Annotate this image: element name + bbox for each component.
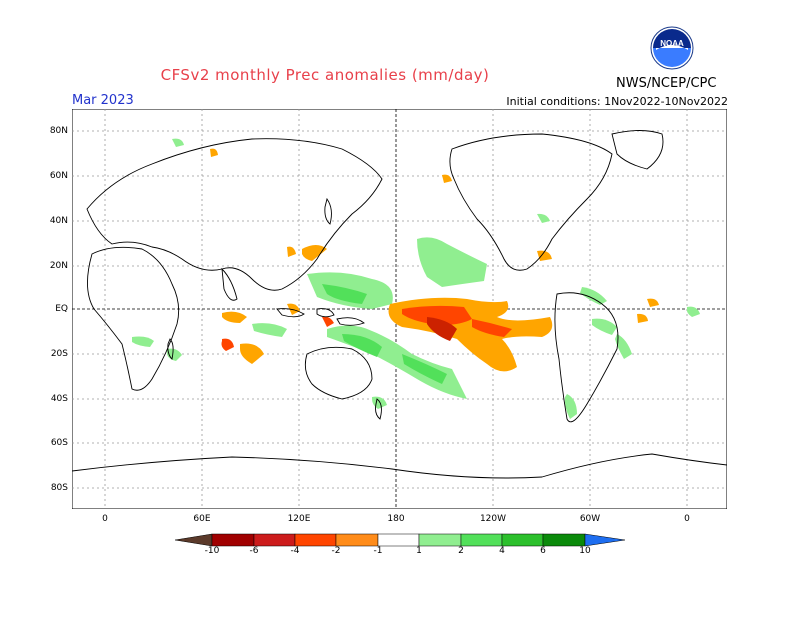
agency-label: NWS/NCEP/CPC (616, 76, 717, 91)
colorbar-label-10: 10 (579, 546, 591, 556)
lat-label-40s: 40S (50, 394, 68, 404)
lon-label-60e: 60E (193, 514, 211, 524)
svg-text:NOAA: NOAA (660, 39, 684, 48)
colorbar-box-6 (418, 533, 462, 547)
colorbar-label--2: -2 (331, 546, 341, 556)
colorbar-box-7 (460, 533, 503, 547)
dry-anomalies (210, 148, 659, 372)
colorbar-label--4: -4 (290, 546, 300, 556)
colorbar-box-3 (294, 533, 337, 547)
color-bar (174, 533, 626, 547)
lat-label-eq: EQ (55, 304, 68, 314)
lat-label-20n: 20N (49, 261, 68, 271)
colorbar-label--6: -6 (249, 546, 259, 556)
colorbar-high-arrow (584, 533, 626, 547)
lat-label-80n: 80N (49, 126, 68, 136)
colorbar-label--10: -10 (204, 546, 220, 556)
wet-anomalies (132, 138, 700, 419)
colorbar-label-6: 6 (540, 546, 546, 556)
lon-label-0-east: 0 (684, 514, 690, 524)
colorbar-box-4 (335, 533, 379, 547)
colorbar-box-9 (542, 533, 586, 547)
lon-label-60w: 60W (579, 514, 601, 524)
colorbar-low-arrow (174, 533, 213, 547)
valid-month: Mar 2023 (72, 93, 134, 108)
lon-label-120e: 120E (287, 514, 311, 524)
lon-label-120w: 120W (479, 514, 507, 524)
colorbar-box-2 (253, 533, 296, 547)
colorbar-label-1: 1 (416, 546, 422, 556)
colorbar-box-5 (377, 533, 420, 547)
lat-label-80s: 80S (50, 483, 68, 493)
colorbar-label-2: 2 (458, 546, 464, 556)
precipitation-map (72, 109, 727, 509)
noaa-logo-icon: NOAA (650, 26, 694, 70)
colorbar-box-8 (501, 533, 544, 547)
lat-label-40n: 40N (49, 216, 68, 226)
lon-label-0: 0 (102, 514, 108, 524)
initial-conditions: Initial conditions: 1Nov2022-10Nov2022 (506, 95, 728, 108)
colorbar-label--1: -1 (373, 546, 383, 556)
lon-label-180: 180 (387, 514, 405, 524)
lat-label-60s: 60S (50, 438, 68, 448)
colorbar-label-4: 4 (499, 546, 505, 556)
chart-title: CFSv2 monthly Prec anomalies (mm/day) (160, 66, 490, 84)
coastlines (72, 130, 727, 479)
lat-label-60n: 60N (49, 171, 68, 181)
colorbar-box-1 (211, 533, 255, 547)
lat-label-20s: 20S (50, 349, 68, 359)
